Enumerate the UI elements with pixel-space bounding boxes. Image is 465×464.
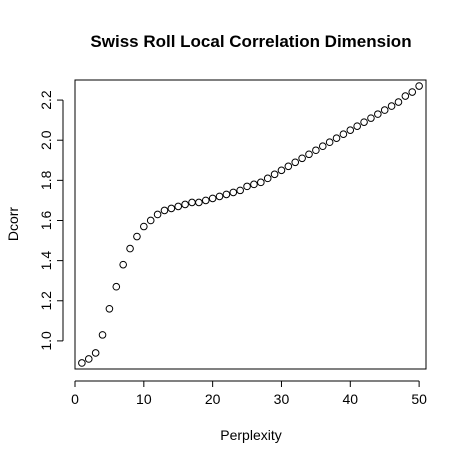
- data-point: [250, 180, 258, 189]
- data-point: [153, 210, 162, 219]
- data-point: [401, 92, 410, 100]
- data-point: [312, 146, 320, 155]
- data-point: [263, 174, 272, 183]
- chart-title: Swiss Roll Local Correlation Dimension: [90, 32, 411, 51]
- data-point: [208, 194, 217, 203]
- data-point: [325, 138, 334, 147]
- data-point: [394, 98, 403, 106]
- x-tick-label: 0: [71, 391, 79, 407]
- data-point: [126, 244, 134, 253]
- data-point: [78, 359, 86, 367]
- data-point: [195, 198, 203, 207]
- data-point: [215, 192, 224, 201]
- data-point: [346, 126, 355, 134]
- data-point: [318, 142, 327, 151]
- data-point: [387, 102, 396, 110]
- x-axis: 0 10 20 30 40 50: [71, 380, 427, 407]
- data-point: [305, 150, 313, 159]
- data-point: [380, 106, 389, 114]
- y-tick-label: 1.4: [38, 251, 54, 271]
- x-axis-label: Perplexity: [220, 427, 281, 443]
- data-point: [415, 82, 423, 90]
- data-points: [78, 82, 423, 367]
- data-point: [222, 190, 231, 199]
- data-point: [270, 170, 279, 179]
- data-point: [374, 110, 382, 118]
- data-point: [119, 260, 127, 269]
- y-tick-label: 1.2: [38, 291, 54, 311]
- data-point: [236, 186, 244, 195]
- data-point: [291, 158, 300, 167]
- data-point: [181, 200, 189, 209]
- data-point: [353, 122, 361, 130]
- x-tick-label: 30: [274, 391, 290, 407]
- data-point: [98, 331, 107, 339]
- y-tick-label: 2.2: [38, 90, 54, 110]
- data-point: [408, 88, 417, 96]
- x-tick-label: 50: [411, 391, 427, 407]
- y-tick-label: 2.0: [38, 130, 54, 150]
- data-point: [298, 154, 306, 163]
- plot-frame: [74, 79, 427, 370]
- data-point: [277, 166, 286, 175]
- data-point: [257, 178, 265, 187]
- data-point: [84, 355, 93, 363]
- data-point: [229, 188, 238, 197]
- y-tick-label: 1.8: [38, 170, 54, 190]
- data-point: [91, 349, 100, 357]
- y-tick-label: 1.6: [38, 211, 54, 231]
- data-point: [367, 114, 375, 122]
- x-tick-label: 10: [136, 391, 152, 407]
- data-point: [201, 196, 210, 205]
- data-point: [332, 134, 341, 143]
- data-point: [146, 216, 155, 225]
- data-point: [112, 282, 121, 291]
- y-tick-label: 1.0: [38, 331, 54, 351]
- data-point: [133, 232, 141, 241]
- x-tick-label: 20: [205, 391, 221, 407]
- data-point: [243, 182, 251, 191]
- data-point: [339, 130, 348, 138]
- x-tick-label: 40: [343, 391, 359, 407]
- y-axis: 1.0 1.2 1.4 1.6 1.8 2.0 2.2: [38, 90, 64, 351]
- data-point: [105, 304, 114, 313]
- data-point: [140, 222, 148, 231]
- data-point: [284, 162, 293, 171]
- y-axis-label: Dcorr: [5, 207, 21, 242]
- data-point: [188, 198, 196, 207]
- data-point: [160, 206, 169, 215]
- data-point: [174, 202, 183, 211]
- data-point: [167, 204, 176, 213]
- data-point: [360, 118, 368, 126]
